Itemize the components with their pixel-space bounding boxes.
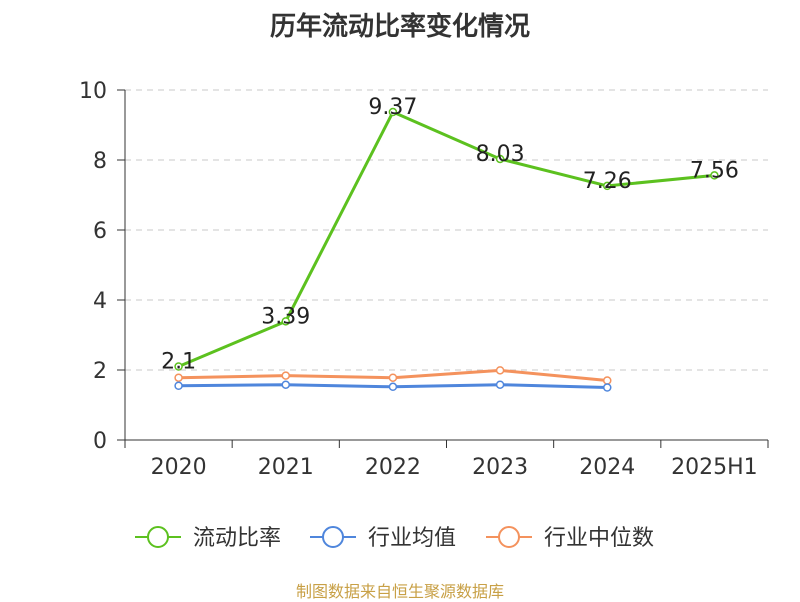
x-tick-label: 2020 [151,455,207,480]
y-tick-label: 10 [79,79,107,104]
x-tick-label: 2021 [258,455,314,480]
data-label: 8.03 [476,142,525,167]
legend-label-2: 行业中位数 [544,526,654,551]
source-note: 制图数据来自恒生聚源数据库 [295,582,504,601]
data-point-series-2 [174,373,183,382]
data-label: 7.26 [583,169,632,194]
x-tick-label: 2024 [579,455,635,480]
data-point-series-0 [281,317,290,326]
y-tick-label: 8 [93,149,107,174]
data-point-series-0 [710,171,719,180]
chart-title: 历年流动比率变化情况 [269,12,530,42]
data-point-series-2 [495,366,505,375]
y-tick-label: 2 [93,359,107,384]
data-point-series-0 [174,362,183,371]
data-point-series-0 [495,154,505,164]
legend-marker-0 [147,526,169,548]
data-point-series-1 [174,381,183,390]
data-point-series-1 [388,382,398,392]
x-tick-label: 2022 [365,455,421,480]
data-point-series-0 [603,181,612,191]
data-label: 9.37 [368,95,417,120]
data-point-series-2 [281,371,290,380]
data-point-series-2 [388,373,398,382]
data-label: 2.1 [161,350,196,375]
series-line-0 [178,110,715,368]
data-point-series-2 [603,376,612,385]
x-tick-label: 2025H1 [671,455,758,480]
data-label: 3.39 [261,304,310,329]
y-tick-label: 0 [93,429,107,454]
x-tick-label: 2023 [472,455,528,480]
data-point-series-1 [281,380,290,389]
data-point-series-1 [495,380,505,389]
data-point-series-0 [388,107,398,117]
data-point-series-1 [603,383,612,392]
legend-label-1: 行业均值 [368,526,456,551]
legend-marker-2 [498,526,520,548]
legend-marker-1 [322,526,344,548]
data-label: 7.56 [690,158,739,183]
legend-label-0: 流动比率 [193,526,281,551]
y-tick-label: 4 [93,289,107,314]
y-tick-label: 6 [93,219,107,244]
